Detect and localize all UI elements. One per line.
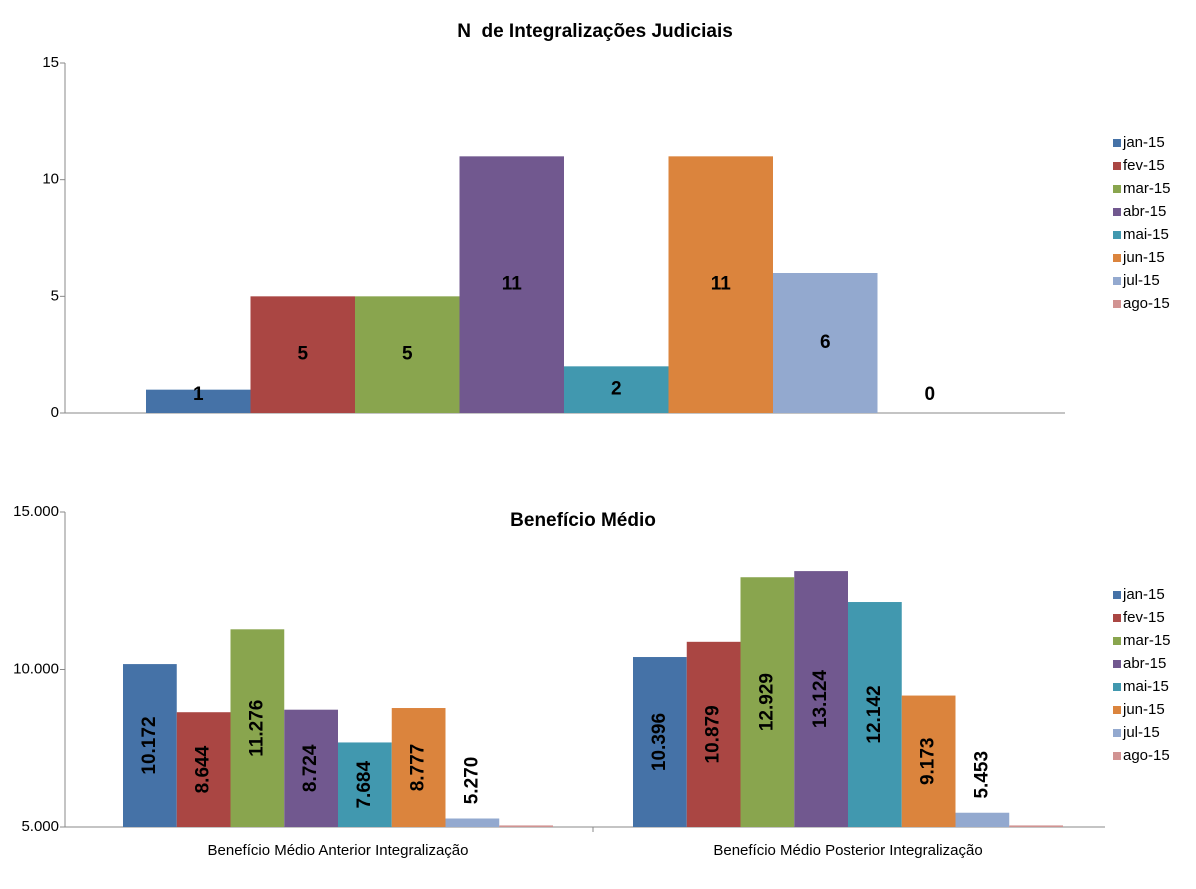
bar (955, 812, 1010, 827)
legend-swatch (1113, 162, 1121, 170)
legend-swatch (1113, 591, 1121, 599)
legend-swatch (1113, 277, 1121, 285)
y-tick-label: 15 (42, 54, 59, 71)
legend-label: jun-15 (1122, 701, 1165, 718)
y-tick-label: 10.000 (13, 660, 59, 677)
bar (901, 695, 956, 827)
bar (794, 571, 848, 827)
legend-swatch (1113, 614, 1121, 622)
legend-swatch (1113, 752, 1121, 760)
legend-label: abr-15 (1123, 203, 1166, 220)
value-label: 13.124 (810, 670, 831, 729)
bar (668, 156, 773, 414)
value-label: 10.879 (703, 705, 724, 763)
y-tick-label: 5 (51, 287, 59, 304)
x-tick-label: Benefício Médio Anterior Integralização (208, 842, 469, 859)
legend-label: abr-15 (1123, 655, 1166, 672)
legend-label: jul-15 (1122, 272, 1160, 289)
chart-title: Benefício Médio (510, 510, 656, 531)
legend-label: mai-15 (1123, 678, 1169, 695)
bar (686, 641, 741, 827)
bar (848, 602, 902, 827)
value-label: 1 (193, 384, 204, 405)
legend-swatch (1113, 300, 1121, 308)
value-label: 10.172 (139, 716, 160, 774)
legend-label: ago-15 (1123, 295, 1170, 312)
value-label: 8.724 (300, 744, 321, 792)
legend-label: mar-15 (1123, 180, 1171, 197)
legend-swatch (1113, 729, 1121, 737)
value-label: 6 (820, 332, 831, 353)
legend-label: fev-15 (1123, 157, 1165, 174)
bar (1009, 825, 1063, 827)
value-label: 8.777 (408, 744, 429, 792)
y-tick-label: 0 (51, 404, 59, 421)
legend-swatch (1113, 637, 1121, 645)
y-tick-label: 15.000 (13, 503, 59, 520)
bar (633, 657, 687, 827)
value-label: 10.396 (649, 713, 670, 771)
value-label: 5 (297, 344, 308, 365)
value-label: 2 (611, 379, 622, 400)
legend-label: fev-15 (1123, 609, 1165, 626)
legend-label: jul-15 (1122, 724, 1160, 741)
legend-label: jun-15 (1122, 249, 1165, 266)
legend-swatch (1113, 231, 1121, 239)
value-label: 8.644 (193, 745, 214, 793)
legend-label: ago-15 (1123, 747, 1170, 764)
legend-swatch (1113, 208, 1121, 216)
value-label: 11.276 (246, 700, 267, 757)
legend-swatch (1113, 139, 1121, 147)
bar (740, 577, 795, 827)
y-tick-label: 10 (42, 171, 59, 188)
value-label: 5 (402, 344, 413, 365)
value-label: 12.929 (756, 673, 777, 731)
bar (250, 296, 355, 413)
value-label: 12.142 (864, 685, 885, 743)
bar (391, 708, 446, 827)
bar (284, 709, 338, 827)
bar (773, 273, 878, 413)
chart-title: N de Integralizações Judiciais (457, 21, 733, 42)
x-tick-label: Benefício Médio Posterior Integralização (713, 842, 982, 859)
value-label: 5.270 (461, 757, 482, 805)
bar (499, 825, 553, 827)
y-tick-label: 5.000 (21, 818, 59, 835)
legend-label: jan-15 (1122, 134, 1165, 151)
bar (230, 629, 285, 827)
legend-swatch (1113, 706, 1121, 714)
value-label: 7.684 (354, 761, 375, 809)
legend-swatch (1113, 683, 1121, 691)
bar (146, 389, 251, 413)
bar (459, 156, 564, 414)
value-label: 9.173 (918, 738, 939, 786)
bar (564, 366, 669, 413)
legend-swatch (1113, 185, 1121, 193)
legend-label: mar-15 (1123, 632, 1171, 649)
value-label: 5.453 (971, 751, 992, 799)
bar (176, 712, 231, 827)
bar (445, 818, 500, 827)
legend-swatch (1113, 660, 1121, 668)
value-label: 0 (924, 384, 935, 405)
bar (123, 664, 177, 827)
bar (338, 742, 392, 827)
legend-swatch (1113, 254, 1121, 262)
legend-label: mai-15 (1123, 226, 1169, 243)
value-label: 11 (502, 274, 523, 295)
bar (355, 296, 460, 413)
value-label: 11 (711, 274, 732, 295)
legend-label: jan-15 (1122, 586, 1165, 603)
